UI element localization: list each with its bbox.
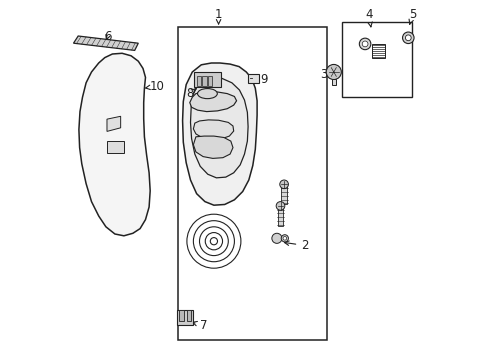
Bar [197,76,201,86]
Text: 10: 10 [145,80,164,93]
Text: 8: 8 [186,87,196,100]
Bar [341,22,411,97]
Bar [277,207,283,226]
Bar [194,72,221,87]
Circle shape [402,32,413,44]
Bar [186,310,190,321]
Polygon shape [107,116,121,131]
Text: 4: 4 [364,8,372,27]
Text: 1: 1 [214,8,222,24]
Circle shape [279,180,288,189]
Circle shape [283,237,286,240]
Text: 3: 3 [319,68,333,81]
Circle shape [325,64,341,80]
Bar [177,310,193,325]
Text: 5: 5 [408,8,416,24]
Bar [107,141,124,153]
Text: 6: 6 [104,30,111,42]
Text: 7: 7 [192,319,207,332]
Circle shape [271,233,282,243]
Polygon shape [190,76,247,178]
Polygon shape [79,53,150,236]
Text: 2: 2 [284,239,308,252]
Bar [371,44,384,58]
Text: 9: 9 [254,73,267,86]
Polygon shape [193,120,233,140]
Polygon shape [182,63,257,205]
Bar [202,76,206,86]
Circle shape [281,235,288,242]
Bar [178,27,326,340]
Bar [331,79,335,85]
Polygon shape [189,92,236,112]
Bar [207,76,212,86]
Bar [247,74,258,83]
Circle shape [359,38,370,50]
Polygon shape [193,136,232,158]
Bar [281,186,286,204]
Ellipse shape [197,89,217,99]
Circle shape [405,35,410,41]
Circle shape [276,202,284,210]
Bar [179,310,183,321]
Circle shape [362,41,367,47]
Polygon shape [73,36,138,50]
